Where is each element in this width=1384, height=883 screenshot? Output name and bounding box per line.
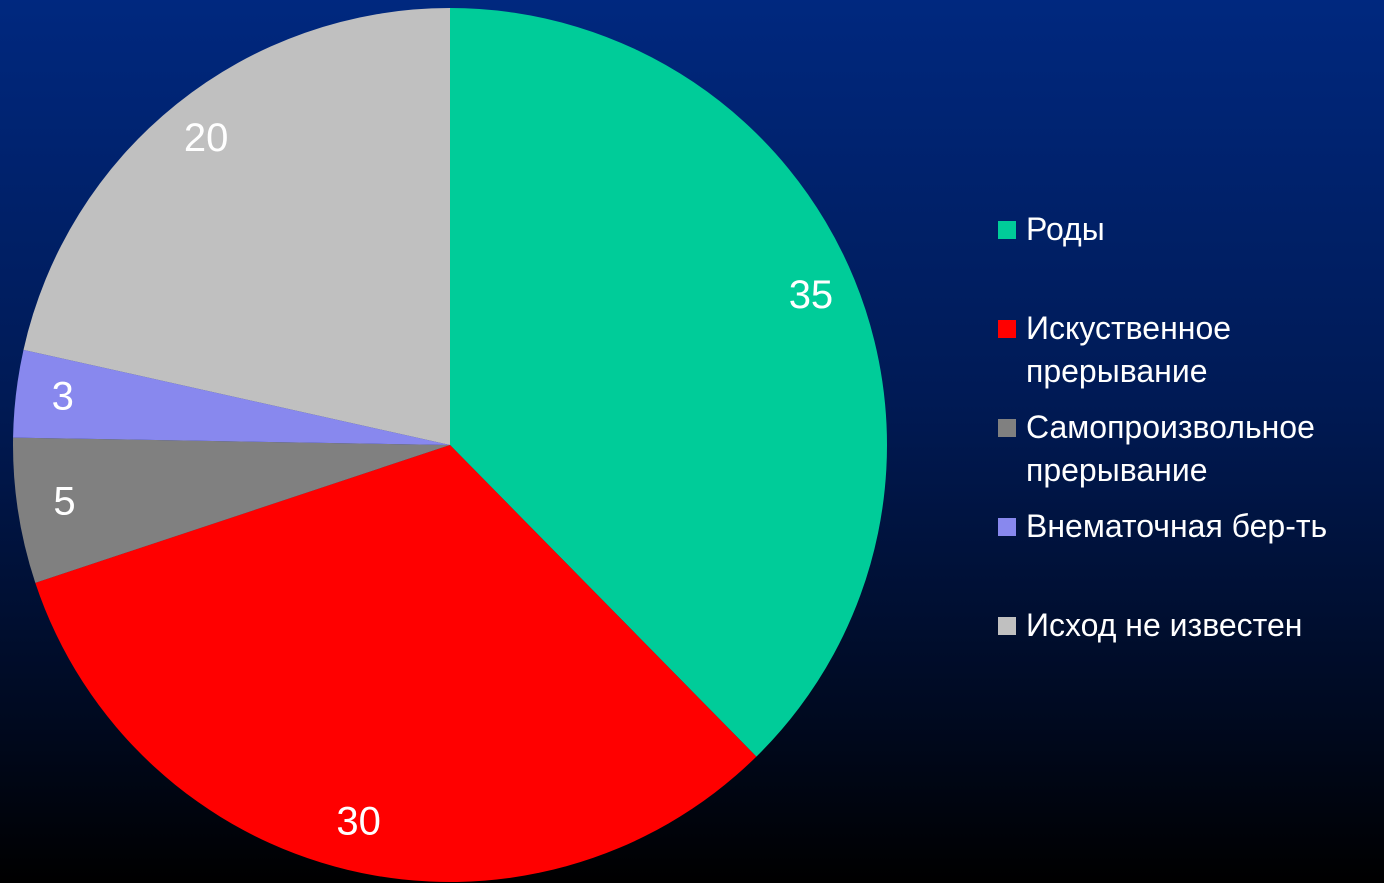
pie-slice <box>12 437 450 583</box>
pie-slice <box>23 8 451 445</box>
pie-slice <box>35 445 757 882</box>
data-label: 3 <box>52 375 74 419</box>
data-label: 20 <box>184 116 229 160</box>
data-label: 30 <box>336 800 381 844</box>
pie-slice <box>13 349 451 445</box>
pie-slice <box>450 8 887 757</box>
data-label: 5 <box>53 480 75 524</box>
data-label: 35 <box>789 273 834 317</box>
